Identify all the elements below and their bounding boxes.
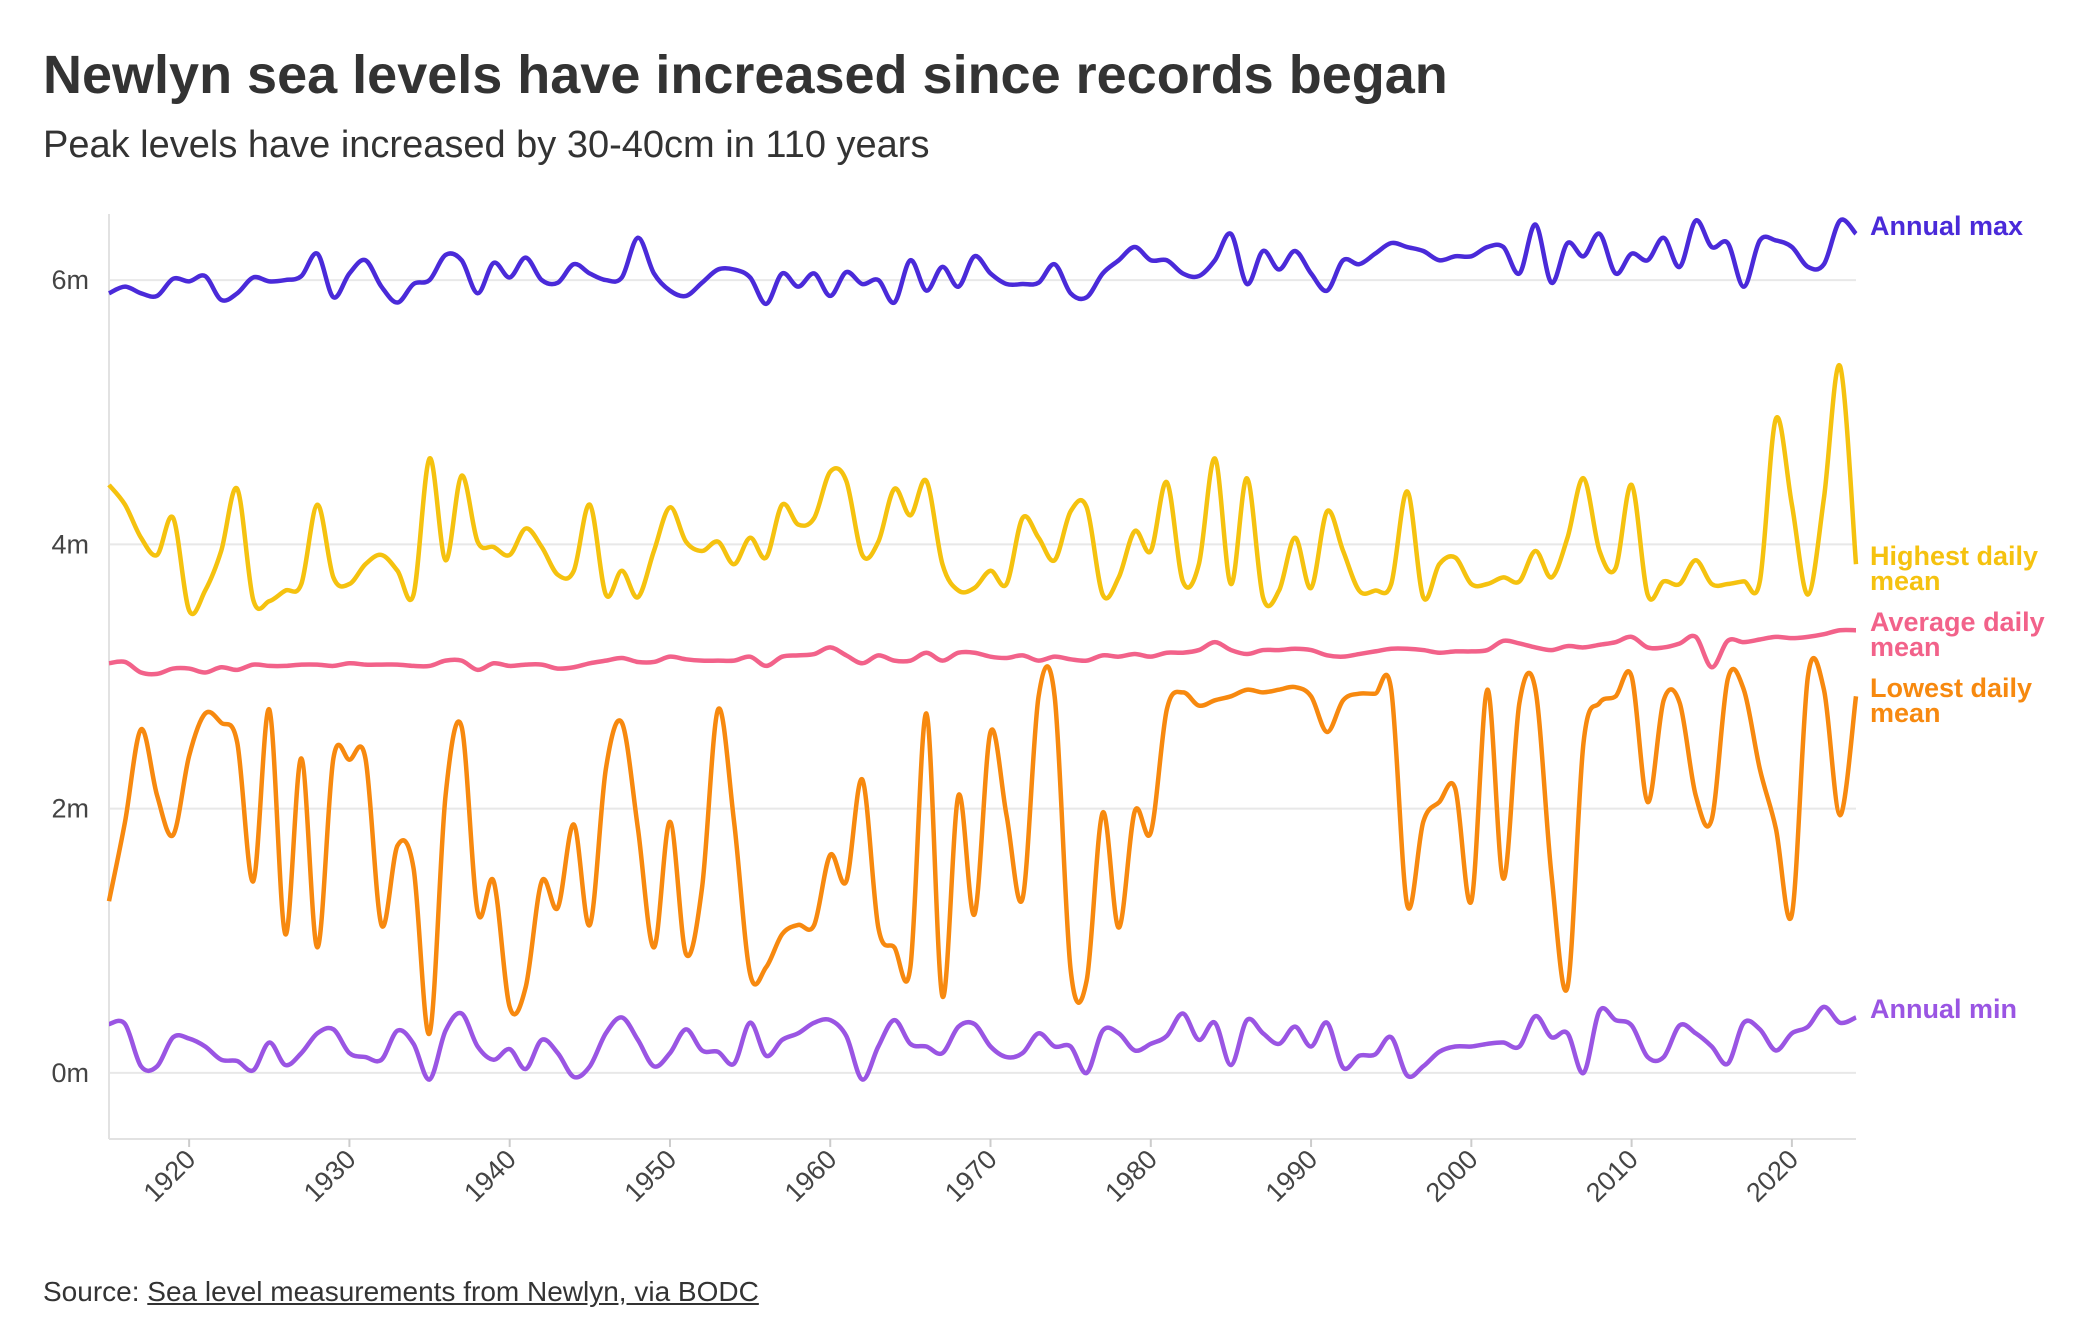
series-line: [108, 1004, 1857, 1082]
series-label: Highest daily mean: [1870, 541, 2039, 597]
y-tick-label: 4m: [51, 529, 89, 559]
chart-subtitle: Peak levels have increased by 30-40cm in…: [43, 124, 930, 166]
x-tick-label: 1960: [779, 1144, 843, 1208]
series-line: [108, 217, 1858, 307]
series-label: Lowest daily mean: [1870, 673, 2033, 729]
y-tick-label: 6m: [51, 265, 89, 295]
x-tick-label: 1920: [138, 1144, 202, 1208]
source-link[interactable]: Sea level measurements from Newlyn, via …: [147, 1276, 759, 1307]
series-line: [107, 363, 1859, 617]
source-label: Source:: [43, 1276, 140, 1307]
y-tick-label: 2m: [51, 794, 89, 824]
x-tick-label: 1990: [1260, 1144, 1324, 1208]
series-label: Annual min: [1870, 994, 2017, 1025]
x-tick-label: 1950: [619, 1144, 683, 1208]
x-tick-label: 2010: [1580, 1144, 1644, 1208]
series-line: [106, 656, 1859, 1036]
series-line: [108, 627, 1857, 677]
x-tick-label: 1980: [1099, 1144, 1163, 1208]
x-tick-label: 1930: [298, 1144, 362, 1208]
y-tick-label: 0m: [51, 1058, 89, 1088]
chart-title: Newlyn sea levels have increased since r…: [43, 45, 1448, 105]
series-label: Average daily mean: [1870, 607, 2045, 663]
x-tick-label: 2020: [1740, 1144, 1804, 1208]
x-tick-label: 1970: [939, 1144, 1003, 1208]
series-label: Annual max: [1870, 210, 2024, 241]
x-tick-label: 1940: [458, 1144, 522, 1208]
source: Source: Sea level measurements from Newl…: [43, 1276, 759, 1308]
x-tick-label: 2000: [1420, 1144, 1484, 1208]
